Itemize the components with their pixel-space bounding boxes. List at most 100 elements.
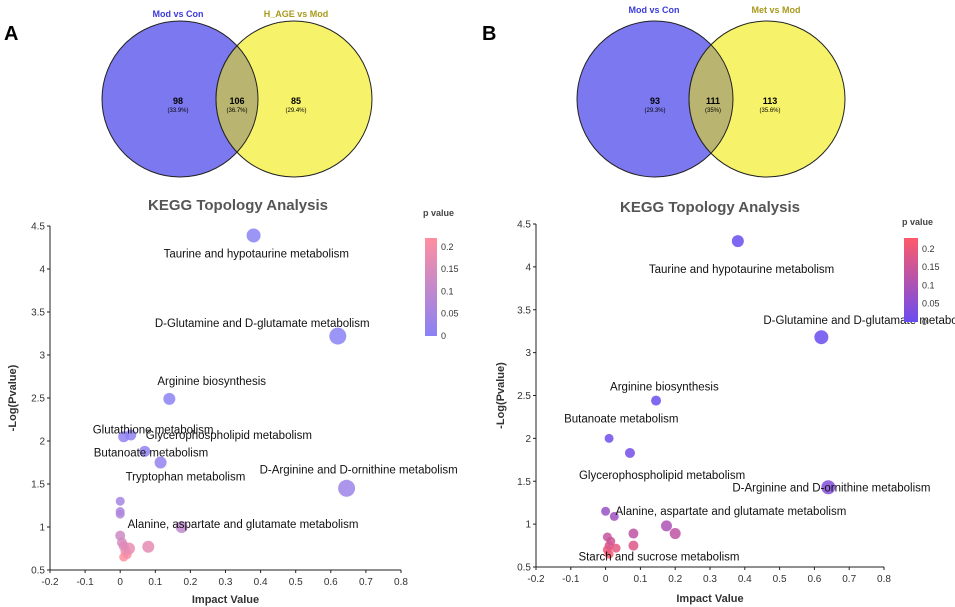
venn-b: B Mod vs Con Met vs Mod 93 (29.3%) 111 (… bbox=[482, 5, 846, 178]
chart-b-legend-tick: 0.05 bbox=[922, 299, 940, 309]
chart-a-point-label: D-Glutamine and D-glutamate metabolism bbox=[155, 318, 370, 330]
venn-a-left-count: 98 bbox=[173, 96, 183, 106]
venn-b-overlap-count: 111 bbox=[706, 96, 720, 106]
chart-b-y-tick-label: 4.5 bbox=[517, 220, 531, 231]
chart-b-point bbox=[624, 447, 635, 458]
chart-b-point bbox=[609, 511, 619, 521]
panel-letter-a: A bbox=[4, 23, 18, 45]
chart-a-y-tick-label: 3.5 bbox=[31, 308, 45, 319]
chart-a-legend-tick: 0 bbox=[441, 331, 446, 341]
chart-b-y-tick-label: 4 bbox=[525, 262, 531, 273]
chart-b-point bbox=[628, 528, 639, 539]
chart-a-y-tick-label: 4 bbox=[39, 265, 45, 276]
chart-a-legend-tick: 0.2 bbox=[441, 242, 454, 252]
chart-b-x-tick-label: 0.7 bbox=[842, 574, 856, 585]
chart-b-y-tick-label: 1 bbox=[525, 520, 531, 531]
chart-b-x-tick-label: 0.5 bbox=[773, 574, 787, 585]
venn-a-right-title: H_AGE vs Mod bbox=[264, 9, 329, 19]
chart-b-x-tick-label: 0.3 bbox=[703, 574, 717, 585]
chart-a-point bbox=[154, 456, 167, 469]
chart-a-point-label: Tryptophan metabolism bbox=[126, 472, 246, 484]
chart-a-x-tick-label: 0.2 bbox=[183, 577, 197, 588]
chart-b-point-label: Glycerophospholipid metabolism bbox=[579, 470, 745, 482]
venn-b-left-pct: (29.3%) bbox=[644, 108, 665, 114]
chart-b-point bbox=[651, 395, 662, 406]
venn-b-left-title: Mod vs Con bbox=[629, 5, 680, 15]
chart-b-y-axis-title: -Log(Pvalue) bbox=[495, 362, 507, 429]
chart-a-point bbox=[125, 429, 137, 441]
chart-b-point bbox=[669, 528, 681, 540]
chart-a-y-tick-label: 0.5 bbox=[31, 566, 45, 577]
chart-a-y-tick-label: 2.5 bbox=[31, 394, 45, 405]
chart-b-point bbox=[604, 433, 614, 443]
kegg-chart-b: KEGG Topology Analysis 0.5 1 1.5 2 2.5 3 3.5 4 4.… bbox=[495, 199, 955, 605]
chart-a-point-label: Glycerophospholipid metabolism bbox=[146, 430, 312, 442]
kegg-chart-a: KEGG Topology Analysis 0.5 1 1.5 2 2.5 3 3.5 4 4.… bbox=[7, 197, 459, 606]
chart-a-point bbox=[115, 530, 126, 541]
chart-b-point bbox=[821, 480, 836, 495]
chart-b-point bbox=[611, 543, 621, 553]
chart-a-point-label: Taurine and hypotaurine metabolism bbox=[164, 248, 349, 260]
chart-b-y-tick-label: 0.5 bbox=[517, 563, 531, 574]
venn-a-right-count: 85 bbox=[291, 96, 301, 106]
venn-b-right-pct: (35.6%) bbox=[759, 108, 780, 114]
chart-a-point-label: Glutathione metabolism bbox=[93, 425, 214, 437]
chart-b-title: KEGG Topology Analysis bbox=[620, 199, 800, 216]
chart-b-x-tick-label: -0.2 bbox=[527, 574, 545, 585]
chart-b-x-tick-label: 0.4 bbox=[738, 574, 752, 585]
chart-b-x-axis-title: Impact Value bbox=[676, 593, 743, 605]
chart-b-legend-tick: 0.2 bbox=[922, 244, 935, 254]
chart-a-x-tick-label: 0.4 bbox=[254, 577, 268, 588]
chart-b-point bbox=[814, 330, 829, 345]
chart-a-x-tick-label: 0.6 bbox=[324, 577, 338, 588]
chart-b-x-tick-label: -0.1 bbox=[562, 574, 580, 585]
chart-a-point bbox=[163, 392, 176, 405]
chart-b-y-tick-label: 2.5 bbox=[517, 391, 531, 402]
venn-a-left-pct: (33.9%) bbox=[167, 108, 188, 114]
chart-b-point-label: D-Arginine and D-ornithine metabolism bbox=[732, 482, 930, 494]
chart-a-y-tick-label: 1.5 bbox=[31, 480, 45, 491]
chart-b-y-tick-label: 3.5 bbox=[517, 305, 531, 316]
chart-b-point bbox=[601, 506, 611, 516]
chart-a-point-label: Alanine, aspartate and glutamate metabol… bbox=[128, 519, 359, 531]
chart-a-point bbox=[246, 228, 261, 243]
venn-a-overlap-count: 106 bbox=[229, 96, 244, 106]
chart-a-x-tick-label: 0.5 bbox=[289, 577, 303, 588]
chart-a-point-label: D-Arginine and D-ornithine metabolism bbox=[260, 464, 458, 476]
chart-b-legend-tick: 0.1 bbox=[922, 280, 935, 290]
venn-b-overlap-pct: (35%) bbox=[705, 108, 721, 114]
chart-a-legend-tick: 0.05 bbox=[441, 309, 459, 319]
chart-a-legend-tick: 0.1 bbox=[441, 286, 454, 296]
chart-a-legend-colorbar bbox=[425, 238, 437, 336]
chart-a-y-axis-title: -Log(Pvalue) bbox=[7, 364, 19, 431]
chart-a-x-tick-label: 0.7 bbox=[359, 577, 373, 588]
chart-b-x-tick-label: 0.2 bbox=[668, 574, 682, 585]
chart-b-legend-title: p value bbox=[902, 217, 933, 227]
chart-b-legend-tick: 0.15 bbox=[922, 262, 940, 272]
chart-a-legend-tick: 0.15 bbox=[441, 264, 459, 274]
venn-b-left-count: 93 bbox=[650, 96, 660, 106]
chart-a-point-label: Butanoate metabolism bbox=[94, 447, 208, 459]
chart-b-y-tick-label: 2 bbox=[525, 434, 531, 445]
venn-a-left-title: Mod vs Con bbox=[153, 9, 204, 19]
chart-b-point bbox=[731, 235, 744, 248]
chart-b-point-label: Butanoate metabolism bbox=[564, 413, 678, 425]
chart-a-point bbox=[139, 445, 151, 457]
chart-a-x-tick-label: 0 bbox=[117, 577, 123, 588]
chart-a-y-tick-label: 4.5 bbox=[31, 222, 45, 233]
chart-b-point bbox=[661, 520, 672, 532]
chart-a-x-tick-label: -0.2 bbox=[41, 577, 59, 588]
chart-a-point bbox=[175, 521, 188, 533]
chart-a-x-tick-label: -0.1 bbox=[76, 577, 94, 588]
chart-b-point-label: Arginine biosynthesis bbox=[610, 382, 719, 394]
chart-a-point bbox=[115, 496, 125, 506]
chart-a-y-tick-label: 2 bbox=[39, 437, 45, 448]
chart-b-point bbox=[628, 540, 639, 551]
chart-a-point bbox=[329, 327, 347, 345]
chart-a-x-tick-label: 0.1 bbox=[148, 577, 162, 588]
chart-a-x-tick-label: 0.3 bbox=[219, 577, 233, 588]
chart-b-point-label: Starch and sucrose metabolism bbox=[578, 552, 739, 564]
chart-a-legend-title: p value bbox=[423, 208, 454, 218]
chart-a-x-tick-label: 0.8 bbox=[394, 577, 408, 588]
